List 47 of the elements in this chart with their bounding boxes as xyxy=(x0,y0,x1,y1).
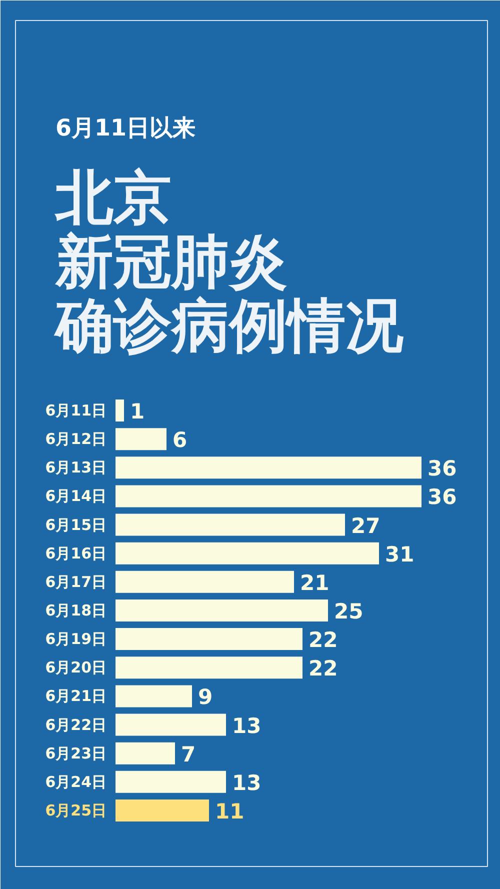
data-label: 6 xyxy=(172,428,188,452)
data-label: 22 xyxy=(308,628,338,652)
bar xyxy=(116,428,166,450)
y-tick-label: 6月13日 xyxy=(45,458,106,477)
bar xyxy=(116,628,302,650)
bar xyxy=(116,714,226,736)
y-tick-label: 6月16日 xyxy=(45,544,106,562)
data-label: 31 xyxy=(385,542,414,566)
data-label: 13 xyxy=(232,714,262,738)
bar xyxy=(116,599,328,622)
bar xyxy=(116,542,379,564)
data-label: 27 xyxy=(351,514,380,538)
y-tick-label: 6月15日 xyxy=(45,516,106,534)
y-tick-label: 6月19日 xyxy=(45,630,106,648)
data-label: 25 xyxy=(334,599,364,624)
y-tick-label: 6月17日 xyxy=(45,572,106,591)
bar xyxy=(116,485,422,508)
data-label: 36 xyxy=(428,485,457,510)
bar xyxy=(116,656,302,679)
bar xyxy=(116,514,345,536)
bar xyxy=(116,799,209,822)
data-label: 11 xyxy=(215,799,244,824)
y-tick-label: 6月18日 xyxy=(45,601,106,620)
bar xyxy=(116,570,294,593)
data-label: 9 xyxy=(198,685,213,710)
y-tick-label: 6月14日 xyxy=(45,487,106,506)
y-tick-label: 6月23日 xyxy=(45,744,106,762)
y-tick-label: 6月11日 xyxy=(45,402,106,420)
data-label: 22 xyxy=(308,656,338,681)
bar xyxy=(116,742,175,764)
bar xyxy=(116,770,226,793)
chart-title: 北京新冠肺炎确诊病例情况 xyxy=(54,164,404,360)
bar xyxy=(116,685,192,708)
data-label: 36 xyxy=(428,456,457,481)
y-tick-label: 6月21日 xyxy=(45,687,106,706)
bar xyxy=(116,456,422,479)
y-tick-label: 6月22日 xyxy=(45,716,106,734)
chart-subtitle: 6月11日以来 xyxy=(56,116,196,142)
y-tick-label: 6月24日 xyxy=(45,772,106,791)
y-tick-label: 6月20日 xyxy=(45,658,106,677)
y-tick-label: 6月12日 xyxy=(45,430,106,448)
data-label: 7 xyxy=(181,742,196,766)
data-label: 13 xyxy=(232,770,262,795)
data-label: 1 xyxy=(130,400,145,424)
data-label: 21 xyxy=(300,570,330,595)
y-tick-label: 6月25日 xyxy=(45,801,106,820)
bar xyxy=(116,400,124,422)
